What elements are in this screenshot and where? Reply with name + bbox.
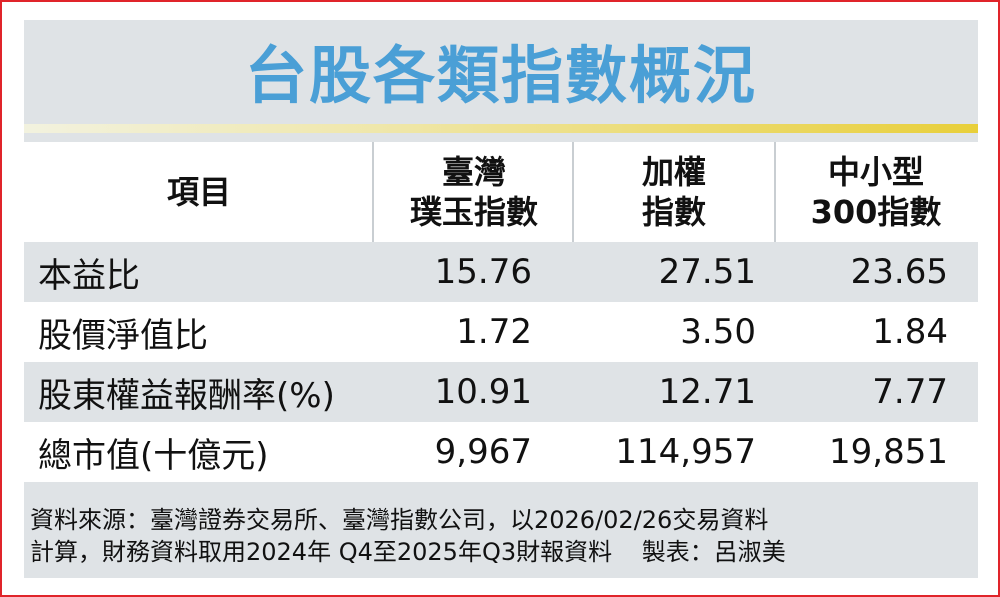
row-value-col-3: 1.84 bbox=[872, 312, 948, 352]
header-col-2-line-1: 加權 bbox=[641, 153, 706, 191]
table-row: 股東權益報酬率(%) 10.91 12.71 7.77 bbox=[24, 362, 978, 422]
row-label: 股東權益報酬率(%) bbox=[38, 375, 335, 416]
source-note: 資料來源：臺灣證券交易所、臺灣指數公司，以2026/02/26交易資料 計算，財… bbox=[30, 504, 975, 568]
row-value-col-2: 114,957 bbox=[615, 432, 756, 472]
page-title: 台股各類指數概況 bbox=[244, 39, 757, 112]
title-divider bbox=[24, 124, 978, 133]
row-value-col-1: 9,967 bbox=[434, 432, 532, 472]
table-row: 總市值(十億元) 9,967 114,957 19,851 bbox=[24, 422, 978, 482]
credit: 製表：呂淑美 bbox=[641, 538, 786, 566]
row-label: 總市值(十億元) bbox=[38, 435, 269, 476]
table-row: 本益比 15.76 27.51 23.65 bbox=[24, 242, 978, 302]
row-label: 本益比 bbox=[38, 255, 140, 296]
column-divider bbox=[774, 142, 776, 242]
header-col-1: 臺灣 璞玉指數 bbox=[374, 142, 574, 242]
index-table: 項目 臺灣 璞玉指數 加權 指數 bbox=[24, 142, 978, 482]
header-col-3: 中小型 300指數 bbox=[774, 142, 978, 242]
header-col-2: 加權 指數 bbox=[574, 142, 774, 242]
row-value-col-3: 19,851 bbox=[829, 432, 948, 472]
table-row: 股價淨值比 1.72 3.50 1.84 bbox=[24, 302, 978, 362]
header-col-3-line-1: 中小型 bbox=[827, 153, 924, 191]
row-value-col-2: 27.51 bbox=[658, 252, 756, 292]
row-value-col-1: 15.76 bbox=[434, 252, 532, 292]
table-header-row: 項目 臺灣 璞玉指數 加權 指數 bbox=[24, 142, 978, 242]
row-value-col-2: 12.71 bbox=[658, 372, 756, 412]
row-value-col-3: 23.65 bbox=[850, 252, 948, 292]
column-divider bbox=[372, 142, 374, 242]
column-divider bbox=[572, 142, 574, 242]
source-line-1: 資料來源：臺灣證券交易所、臺灣指數公司，以2026/02/26交易資料 bbox=[30, 506, 769, 534]
row-value-col-3: 7.77 bbox=[872, 372, 948, 412]
row-value-col-1: 1.72 bbox=[456, 312, 532, 352]
row-value-col-2: 3.50 bbox=[680, 312, 756, 352]
row-label: 股價淨值比 bbox=[38, 315, 208, 356]
header-col-3-line-2: 300指數 bbox=[810, 193, 942, 231]
source-line-2: 計算，財務資料取用2024年 Q4至2025年Q3財報資料 bbox=[30, 538, 613, 566]
header-col-1-line-1: 臺灣 bbox=[441, 153, 506, 191]
row-value-col-1: 10.91 bbox=[434, 372, 532, 412]
source-line-2-wrap: 計算，財務資料取用2024年 Q4至2025年Q3財報資料 製表：呂淑美 bbox=[30, 536, 975, 568]
header-col-2-line-2: 指數 bbox=[641, 193, 706, 231]
header-col-1-line-2: 璞玉指數 bbox=[409, 193, 538, 231]
header-item: 項目 bbox=[166, 173, 231, 211]
table-panel: 台股各類指數概況 項目 臺灣 璞玉指數 加權 指數 bbox=[24, 20, 978, 578]
